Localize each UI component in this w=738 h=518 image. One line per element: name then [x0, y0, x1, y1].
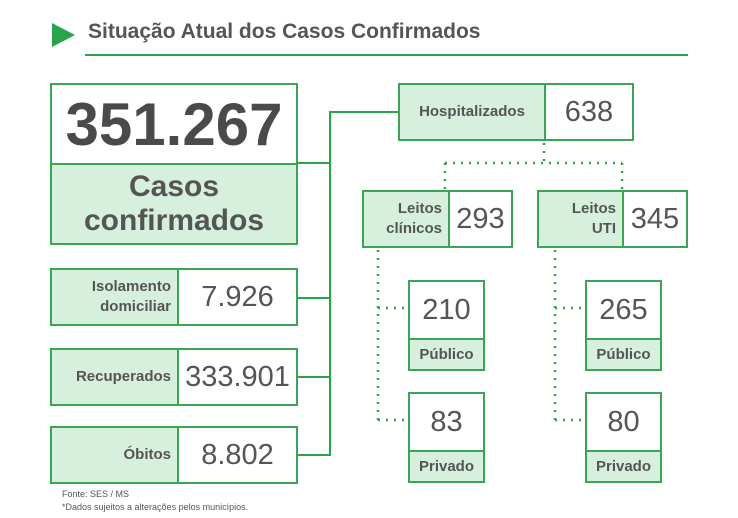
hospital-value: 638: [544, 83, 634, 141]
note: *Dados sujeitos a alterações pelos munic…: [62, 502, 249, 512]
bed-value: 293: [448, 190, 513, 248]
breakdown-label: Público: [585, 338, 662, 371]
bed-label: Leitos UTI: [537, 190, 624, 248]
breakdown-label: Privado: [585, 450, 662, 483]
stat-label: Isolamento domiciliar: [50, 268, 179, 326]
bed-label: Leitos clínicos: [362, 190, 450, 248]
breakdown-label: Privado: [408, 450, 485, 483]
solid-connectors: [298, 111, 398, 456]
breakdown-label: Público: [408, 338, 485, 371]
stat-value: 8.802: [177, 426, 298, 484]
stat-value: 333.901: [177, 348, 298, 406]
dotted-connectors: [376, 143, 624, 422]
stat-label: Recuperados: [50, 348, 179, 406]
title: Situação Atual dos Casos Confirmados: [88, 20, 481, 43]
title-arrow: [52, 23, 75, 47]
breakdown-value: 83: [408, 392, 485, 452]
stat-value: 7.926: [177, 268, 298, 326]
hospital-label: Hospitalizados: [398, 83, 546, 141]
breakdown-value: 265: [585, 280, 662, 340]
breakdown-value: 210: [408, 280, 485, 340]
total-value: 351.267: [50, 83, 298, 165]
stat-label: Óbitos: [50, 426, 179, 484]
source: Fonte: SES / MS: [62, 489, 130, 499]
total-label: Casos confirmados: [50, 163, 298, 245]
bed-value: 345: [622, 190, 688, 248]
breakdown-value: 80: [585, 392, 662, 452]
